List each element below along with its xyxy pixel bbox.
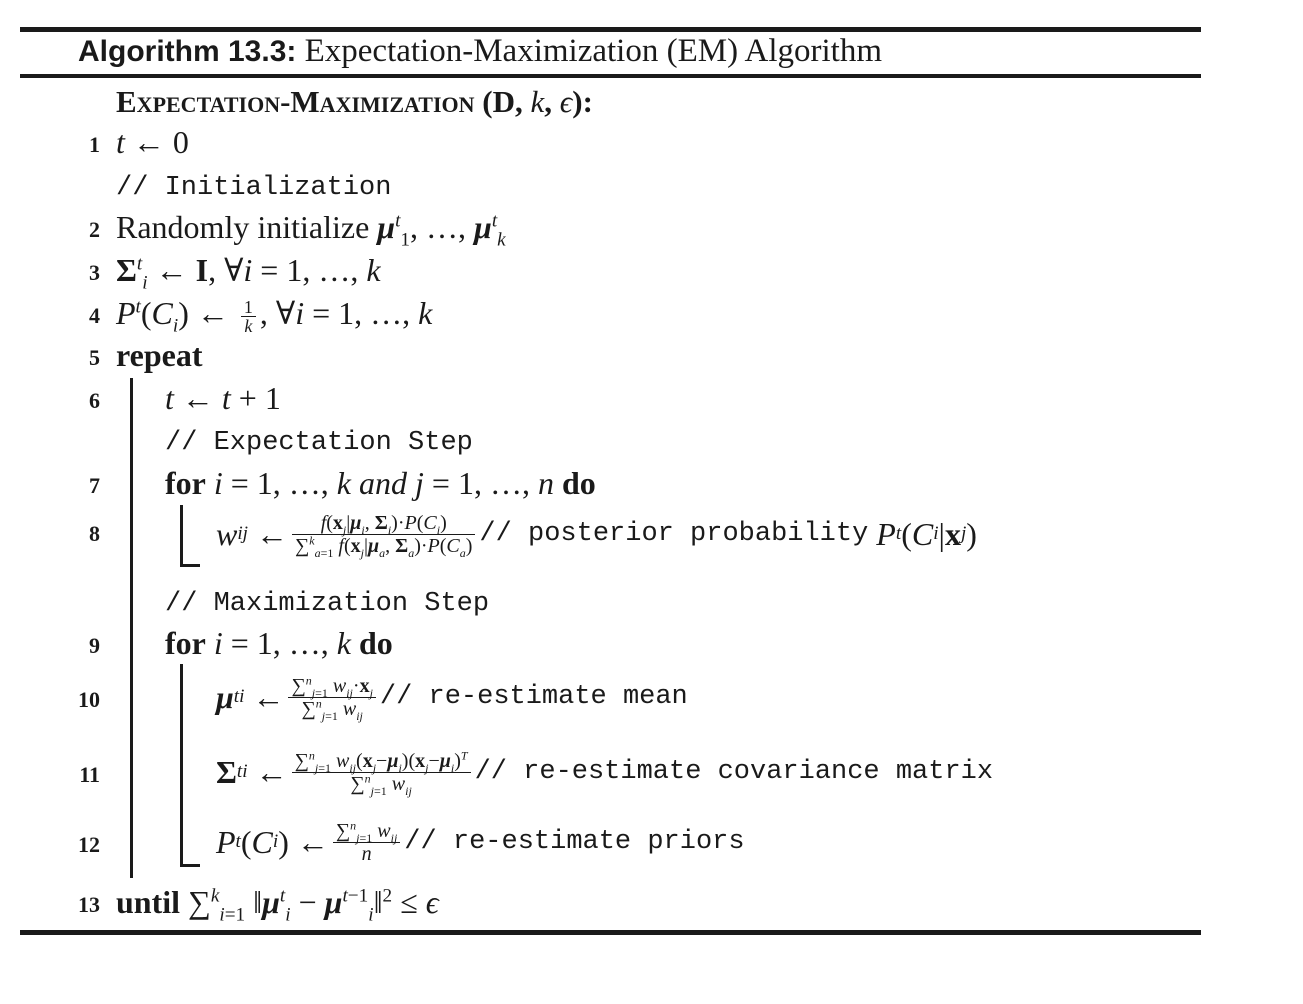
caption-rule (20, 74, 1201, 78)
maximization-for-bar (180, 664, 183, 867)
comment-posterior: // posterior probability (479, 519, 869, 549)
line-number: 12 (78, 832, 100, 857)
line-number: 8 (89, 521, 100, 546)
line-number: 1 (89, 132, 100, 157)
line-1: t ← 0 (116, 124, 189, 160)
line-2: Randomly initialize μt1, …, μtk (116, 209, 506, 251)
line-number: 2 (89, 217, 100, 242)
comment-covariance: // re-estimate covariance matrix (474, 757, 994, 787)
repeat-block-bar (130, 378, 133, 878)
caption-label: Algorithm 13.3: (78, 35, 297, 68)
line-number: 7 (89, 473, 100, 498)
expectation-for-bar (180, 505, 183, 567)
procedure-signature: Expectation-Maximization (D, k, ϵ): (116, 84, 593, 120)
line-9: for i = 1, …, k do (165, 625, 393, 661)
line-number: 13 (78, 892, 100, 917)
expectation-for-end (180, 564, 200, 567)
comment-expectation-step: // Expectation Step (165, 428, 473, 458)
line-number: 6 (89, 388, 100, 413)
keyword-repeat: repeat (116, 337, 203, 373)
maximization-for-end (180, 864, 200, 867)
line-8: w ij ← f(xj|μi, Σi)·P(Ci) ∑ka=1 f(xj|μa, Σ… (216, 511, 977, 560)
bottom-rule (20, 930, 1201, 935)
comment-mean: // re-estimate mean (379, 682, 688, 712)
line-7: for i = 1, …, k and j = 1, …, n do (165, 465, 596, 501)
caption-title: Expectation-Maximization (EM) Algorithm (304, 33, 882, 69)
comment-maximization-step: // Maximization Step (165, 589, 490, 619)
comment-initialization: // Initialization (116, 173, 392, 203)
line-3: Σti ← I, ∀i = 1, …, k (116, 252, 381, 294)
line-number: 11 (79, 762, 100, 787)
line-number: 9 (89, 633, 100, 658)
procedure-name: Expectation-Maximization (116, 84, 475, 119)
keyword-until: until (116, 884, 181, 920)
line-6: t ← t + 1 (165, 380, 281, 416)
line-number: 3 (89, 260, 100, 285)
algorithm-caption: Algorithm 13.3: Expectation-Maximization… (78, 33, 882, 70)
line-number: 5 (89, 345, 100, 370)
comment-priors: // re-estimate priors (404, 827, 745, 857)
line-number: 10 (78, 687, 100, 712)
procedure-args: (D, k, ϵ): (482, 84, 593, 119)
line-number: 4 (89, 303, 100, 328)
top-rule (20, 27, 1201, 32)
line-13: until ∑ki=1 ‖μti − μt−1i‖2 ≤ ϵ (116, 884, 439, 926)
